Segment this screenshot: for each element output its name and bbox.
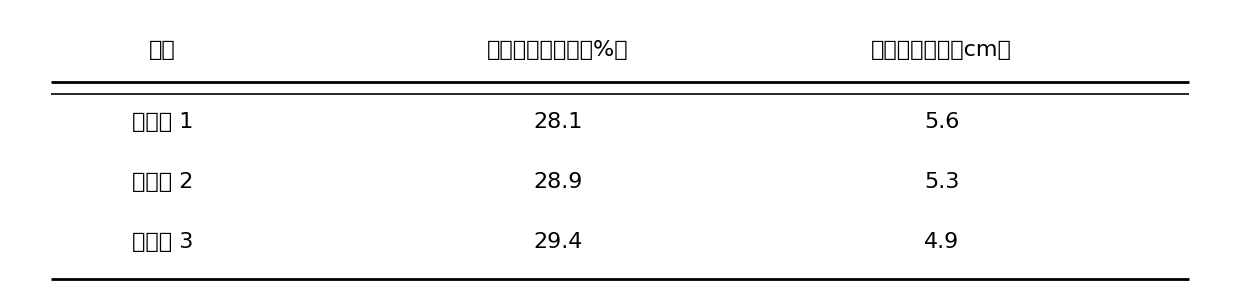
Text: 实施例 3: 实施例 3 <box>131 232 193 252</box>
Text: 29.4: 29.4 <box>533 232 583 252</box>
Text: 织物损毁长度（cm）: 织物损毁长度（cm） <box>872 40 1012 60</box>
Text: 实施例 2: 实施例 2 <box>131 172 193 192</box>
Text: 5.3: 5.3 <box>924 172 960 192</box>
Text: 4.9: 4.9 <box>924 232 960 252</box>
Text: 样品: 样品 <box>149 40 176 60</box>
Text: 织物极限氧指数（%）: 织物极限氧指数（%） <box>487 40 629 60</box>
Text: 实施例 1: 实施例 1 <box>131 112 193 131</box>
Text: 28.1: 28.1 <box>533 112 583 131</box>
Text: 28.9: 28.9 <box>533 172 583 192</box>
Text: 5.6: 5.6 <box>924 112 960 131</box>
